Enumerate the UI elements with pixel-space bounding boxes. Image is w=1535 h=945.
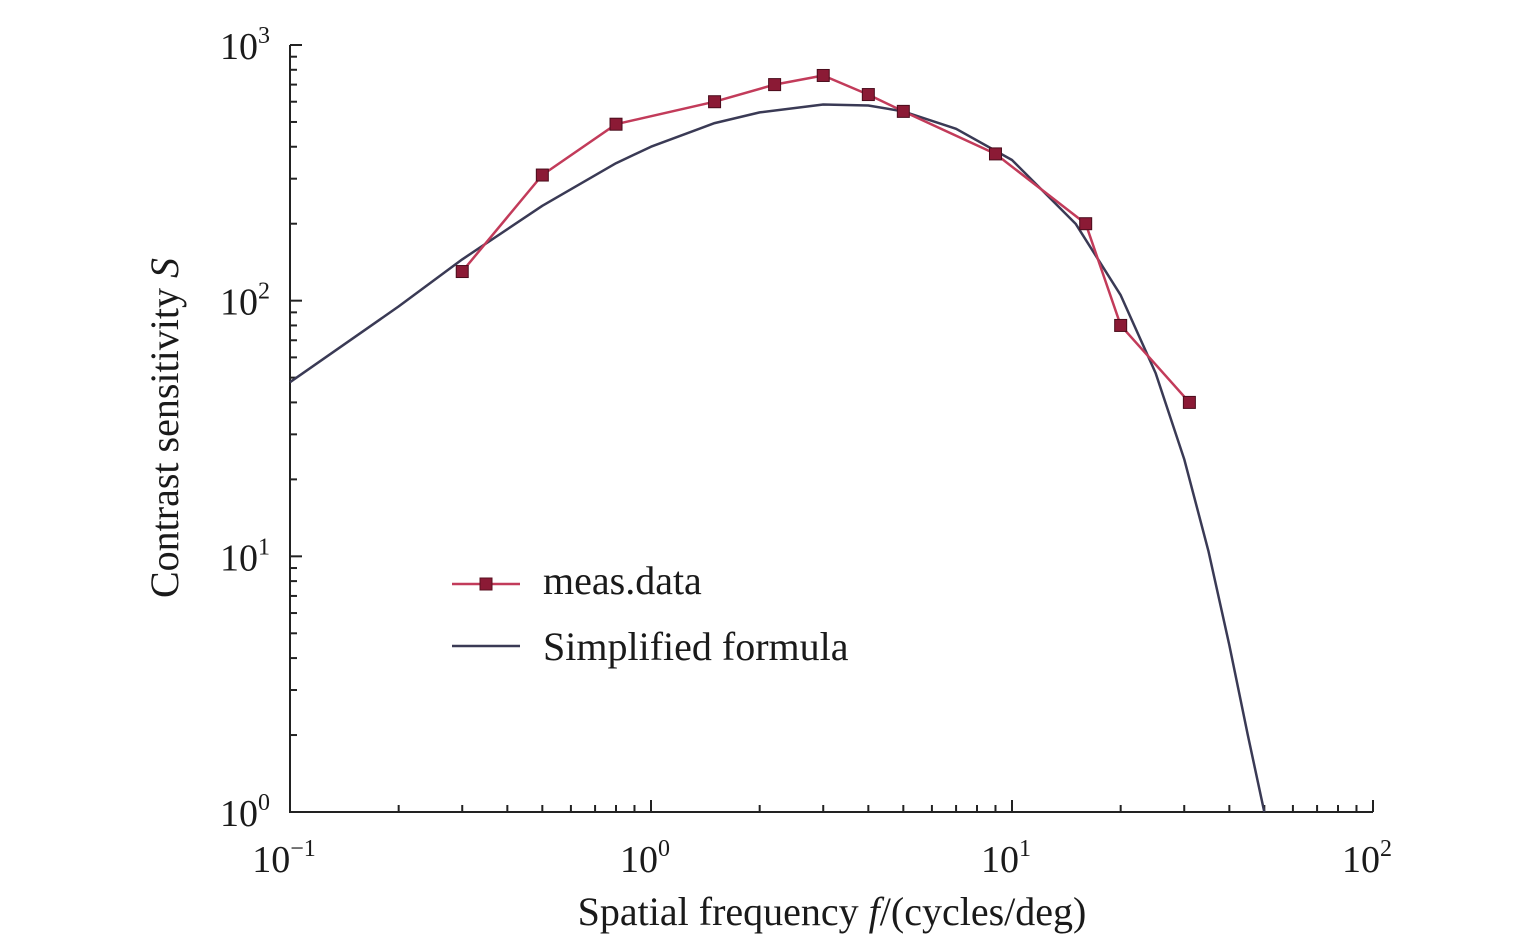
legend-label-simplified-formula: Simplified formula [543,624,849,669]
meas-data-point [535,168,549,182]
series-layer [289,68,1266,813]
tick-marks [289,44,1374,813]
meas-data-point [708,95,722,109]
meas-data-point [1079,217,1093,231]
meas-data-point [1114,318,1128,332]
y-tick-label: 100 [220,790,270,835]
meas-data-point [988,147,1002,161]
series-line-meas-data [461,74,1191,404]
meas-data-point [861,88,875,102]
y-tick-label: 101 [220,534,270,579]
meas-data-point [768,78,782,92]
x-axis-title: Spatial frequency f/(cycles/deg) [578,889,1087,934]
meas-data-point [455,265,469,279]
meas-data-point [609,117,623,131]
x-tick-label: 102 [1342,836,1392,881]
meas-data-point [896,104,910,118]
series-line-simplified-formula [289,103,1266,813]
x-tick-label: 10−1 [252,836,316,881]
meas-data-point [1182,395,1196,409]
meas-data-point [816,68,830,82]
x-tick-label: 101 [981,836,1031,881]
axes [289,45,1373,813]
legend-label-meas-data: meas.data [543,558,702,603]
x-tick-label: 100 [620,836,670,881]
legend: meas.data Simplified formula [452,558,849,669]
y-axis-title: Contrast sensitivity S [142,258,187,598]
y-tick-label: 102 [220,279,270,324]
axis-lines [289,45,1373,813]
legend-swatch-meas-data-marker [479,577,493,591]
y-tick-label: 103 [220,23,270,68]
